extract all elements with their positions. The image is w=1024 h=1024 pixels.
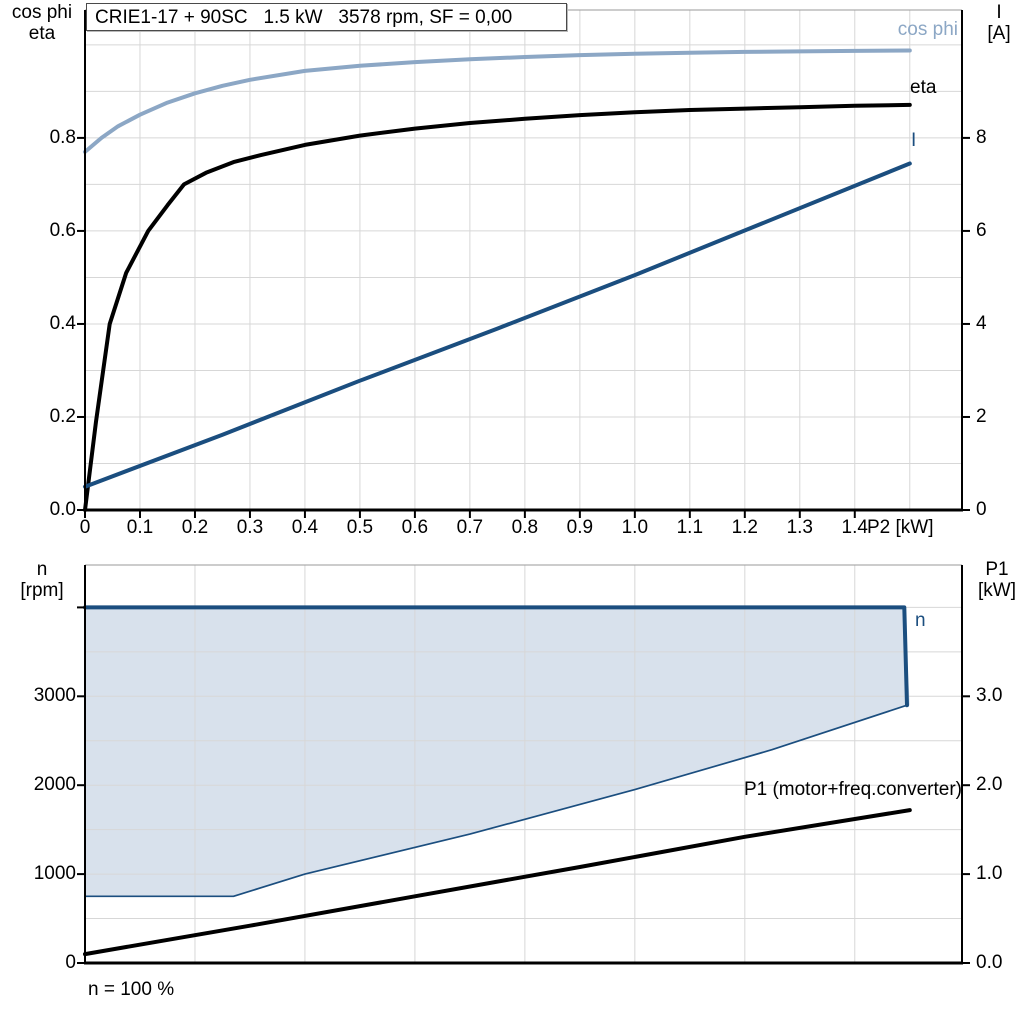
right-axis-tick-label: 0: [976, 499, 987, 520]
left-axis-tick-label: 2000: [33, 774, 76, 796]
right-axis-tick-label: 1.0: [976, 863, 1003, 885]
right-axis-tick-label: 4: [976, 312, 987, 334]
eta-curve: [83, 102, 912, 512]
p1-curve-label: P1 (motor+freq.converter): [743, 779, 962, 800]
speed-curve-label: n: [915, 610, 926, 631]
chart-title-box: CRIE1-17 + 90SC 1.5 kW 3578 rpm, SF = 0,…: [86, 3, 567, 31]
x-axis-tick-label: 1.1: [676, 517, 704, 538]
top-x-axis-title: P2 [kW]: [867, 517, 934, 538]
x-axis-tick-label: 1.0: [621, 517, 649, 538]
bottom-right-axis-title: P1 [kW]: [978, 559, 1016, 601]
bottom-left-axis-title: n [rpm]: [20, 559, 64, 601]
n-max-curve: [83, 605, 909, 708]
x-axis-tick-label: 0.2: [181, 517, 209, 538]
right-axis-tick-label: 2: [976, 405, 987, 427]
x-axis-tick-label: 1.2: [731, 517, 758, 538]
x-axis-tick-label: 0.5: [346, 517, 374, 538]
right-axis-tick-label: 3.0: [976, 685, 1003, 707]
x-axis-tick-label: 0.8: [511, 517, 539, 538]
left-axis-tick-label: 0: [65, 952, 76, 973]
right-axis-tick-label: 6: [976, 219, 987, 241]
p1-motor-freq-converter--curve: [83, 808, 912, 957]
right-axis-tick-label: 2.0: [976, 774, 1003, 796]
x-axis-tick-label: 0: [79, 517, 91, 538]
left-axis-tick-label: 3000: [33, 685, 76, 707]
x-axis-tick-label: 0.3: [236, 517, 264, 538]
left-axis-tick-label: 1000: [33, 863, 76, 885]
x-axis-tick-label: 0.6: [401, 517, 429, 538]
cos-phi-curve: [83, 48, 912, 154]
cos-phi-curve-label: cos phi: [897, 19, 958, 40]
n-envelope-lower-limit-curve: [84, 704, 908, 898]
x-axis-tick-label: 1.3: [786, 517, 813, 538]
left-axis-tick-label: 0.4: [49, 312, 76, 334]
x-axis-tick-label: 0.4: [291, 517, 319, 538]
top-left-axis-title: cos phi eta: [11, 2, 73, 44]
x-axis-tick-label: 1.4: [841, 517, 868, 538]
left-axis-tick-label: 0.0: [49, 499, 76, 520]
operating-envelope-area: [85, 607, 910, 897]
left-axis-tick-label: 0.2: [49, 405, 76, 427]
current-curve-label: I: [911, 130, 917, 151]
speed-footnote: n = 100 %: [88, 979, 175, 1000]
x-axis-tick-label: 0.7: [456, 517, 484, 538]
left-axis-tick-label: 0.6: [49, 219, 76, 241]
left-axis-tick-label: 0.8: [49, 126, 76, 148]
right-axis-tick-label: 0.0: [976, 952, 1003, 973]
i-curve: [83, 161, 912, 489]
x-axis-tick-label: 0.1: [126, 517, 154, 538]
right-axis-tick-label: 8: [976, 126, 987, 148]
x-axis-tick-label: 0.9: [566, 517, 594, 538]
top-right-axis-title: I [A]: [987, 2, 1011, 44]
eta-curve-label: eta: [910, 77, 937, 98]
